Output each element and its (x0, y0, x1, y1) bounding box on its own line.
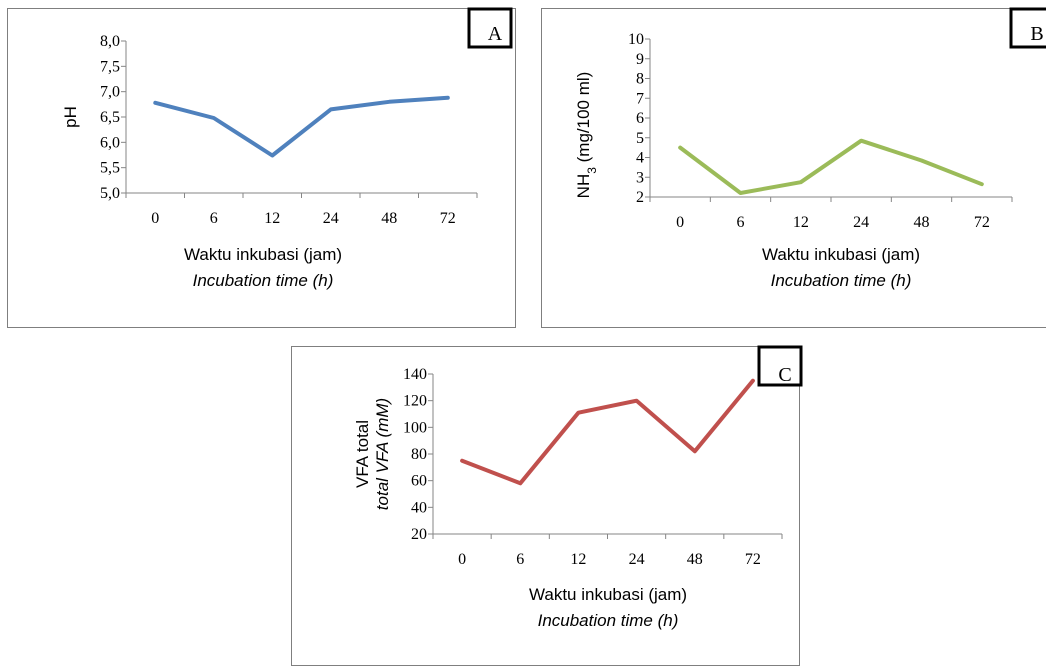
chart-a-x-tick-label: 48 (381, 210, 397, 227)
chart-c-x-tick-label: 72 (745, 551, 761, 568)
chart-panel-c: C Waktu inkubasi (jam) Incubation time (… (291, 346, 800, 666)
chart-a-y-tick-label: 6,5 (100, 109, 120, 126)
chart-c-y-axis-title-line-2: total VFA (mM) (373, 398, 392, 510)
chart-b-x-axis-title: Waktu inkubasi (jam) (762, 245, 920, 264)
chart-c-y-tick-label: 100 (403, 419, 427, 436)
chart-a-series-line (155, 98, 448, 156)
chart-a-y-tick-label: 7,5 (100, 58, 120, 75)
chart-a-x-axis-title-en: Incubation time (h) (193, 271, 334, 290)
chart-c-series-line (462, 381, 753, 484)
chart-b-x-tick-label: 48 (914, 214, 930, 231)
chart-b-x-axis-title-en: Incubation time (h) (771, 271, 912, 290)
chart-c-x-axis-title: Waktu inkubasi (jam) (529, 585, 687, 604)
chart-a-x-tick-label: 12 (264, 210, 280, 227)
chart-a-x-tick-label: 0 (151, 210, 159, 227)
chart-a-x-tick-label: 24 (323, 210, 339, 227)
chart-a-y-axis-title-text: pH (61, 106, 80, 128)
chart-b-x-tick-label: 72 (974, 214, 990, 231)
chart-c-y-tick-label: 140 (403, 366, 427, 383)
chart-b-x-tick-label: 24 (853, 214, 869, 231)
chart-c-panel-letter: C (778, 364, 791, 386)
chart-a-x-axis-title: Waktu inkubasi (jam) (184, 245, 342, 264)
chart-a-panel-letter: A (488, 23, 503, 45)
chart-panel-b: B Waktu inkubasi (jam) Incubation time (… (541, 8, 1046, 328)
chart-b-panel-letter: B (1030, 23, 1043, 45)
chart-c-x-tick-label: 6 (516, 551, 524, 568)
chart-c-y-tick-label: 40 (411, 499, 427, 516)
chart-a-y-tick-label: 5,0 (100, 185, 120, 202)
chart-a-label-box: A (469, 9, 511, 47)
chart-c-x-tick-label: 0 (458, 551, 466, 568)
chart-b-series-line (680, 141, 982, 193)
chart-b-y-tick-label: 3 (636, 169, 644, 186)
chart-c-x-tick-label: 12 (570, 551, 586, 568)
chart-c-x-tick-label: 48 (687, 551, 703, 568)
chart-c-y-tick-label: 60 (411, 473, 427, 490)
chart-b-x-tick-label: 0 (676, 214, 684, 231)
chart-a-svg: A Waktu inkubasi (jam) Incubation time (… (8, 9, 517, 329)
chart-b-x-tick-label: 6 (737, 214, 745, 231)
chart-b-y-tick-label: 9 (636, 51, 644, 68)
chart-b-y-tick-label: 4 (636, 150, 644, 167)
chart-c-svg: C Waktu inkubasi (jam) Incubation time (… (292, 347, 801, 667)
chart-c-y-tick-label: 80 (411, 446, 427, 463)
chart-c-x-tick-label: 24 (629, 551, 645, 568)
chart-c-y-tick-label: 20 (411, 526, 427, 543)
chart-b-svg: B Waktu inkubasi (jam) Incubation time (… (542, 9, 1046, 329)
chart-c-x-axis-title-en: Incubation time (h) (538, 611, 679, 630)
chart-b-y-tick-label: 7 (636, 90, 644, 107)
chart-b-y-axis-title: NH3 (mg/100 ml) (574, 72, 599, 199)
chart-a-y-axis-title: pH (61, 106, 80, 128)
chart-c-y-axis-title-line-1: VFA total (353, 420, 372, 488)
chart-a-y-tick-label: 8,0 (100, 33, 120, 50)
chart-a-y-tick-label: 5,5 (100, 160, 120, 177)
chart-panel-a: A Waktu inkubasi (jam) Incubation time (… (7, 8, 516, 328)
chart-c-y-tick-label: 120 (403, 393, 427, 410)
chart-b-y-tick-label: 6 (636, 110, 644, 127)
chart-b-y-axis-title-text: NH3 (mg/100 ml) (574, 72, 599, 199)
chart-b-y-tick-label: 5 (636, 130, 644, 147)
chart-b-y-tick-label: 2 (636, 189, 644, 206)
chart-b-y-tick-label: 8 (636, 71, 644, 88)
chart-b-label-box: B (1011, 9, 1046, 47)
chart-b-y-tick-label: 10 (628, 31, 644, 48)
chart-a-y-tick-label: 6,0 (100, 134, 120, 151)
chart-a-x-tick-label: 6 (210, 210, 218, 227)
chart-a-y-tick-label: 7,0 (100, 84, 120, 101)
chart-c-label-box: C (759, 347, 801, 386)
chart-b-x-tick-label: 12 (793, 214, 809, 231)
chart-a-x-tick-label: 72 (440, 210, 456, 227)
